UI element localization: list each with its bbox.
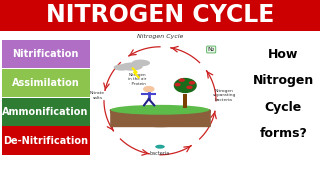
Text: Nitrogen Cycle: Nitrogen Cycle — [137, 34, 183, 39]
Ellipse shape — [155, 145, 165, 149]
Text: Nitrogen
separating
bacteria: Nitrogen separating bacteria — [212, 89, 236, 102]
Text: Nitrogen: Nitrogen — [252, 74, 314, 87]
Circle shape — [179, 78, 185, 82]
Text: Nitrate
salts: Nitrate salts — [90, 91, 105, 100]
Text: Cycle: Cycle — [265, 101, 302, 114]
FancyBboxPatch shape — [2, 98, 90, 126]
FancyBboxPatch shape — [2, 126, 90, 155]
Ellipse shape — [110, 105, 210, 115]
FancyBboxPatch shape — [2, 69, 90, 97]
Text: bacteria: bacteria — [150, 151, 170, 156]
Text: Ammonification: Ammonification — [3, 107, 89, 117]
Text: Assimilation: Assimilation — [12, 78, 79, 88]
Ellipse shape — [114, 64, 130, 71]
Bar — [183, 94, 187, 108]
Circle shape — [174, 83, 181, 86]
Text: forms?: forms? — [259, 127, 307, 140]
Text: Nitrogen
in the air
· Protein: Nitrogen in the air · Protein — [128, 73, 147, 86]
Text: De-Nitrification: De-Nitrification — [3, 136, 88, 146]
Text: N₂: N₂ — [208, 47, 215, 52]
Circle shape — [186, 86, 193, 89]
Text: NITROGEN CYCLE: NITROGEN CYCLE — [46, 3, 274, 27]
Ellipse shape — [132, 60, 150, 66]
Ellipse shape — [174, 78, 197, 93]
Text: How: How — [268, 48, 298, 60]
Polygon shape — [110, 110, 210, 126]
FancyBboxPatch shape — [2, 40, 90, 68]
Text: Nitrification: Nitrification — [12, 49, 79, 59]
Ellipse shape — [120, 62, 143, 71]
FancyBboxPatch shape — [0, 0, 320, 31]
Circle shape — [189, 81, 195, 85]
Circle shape — [143, 86, 155, 92]
